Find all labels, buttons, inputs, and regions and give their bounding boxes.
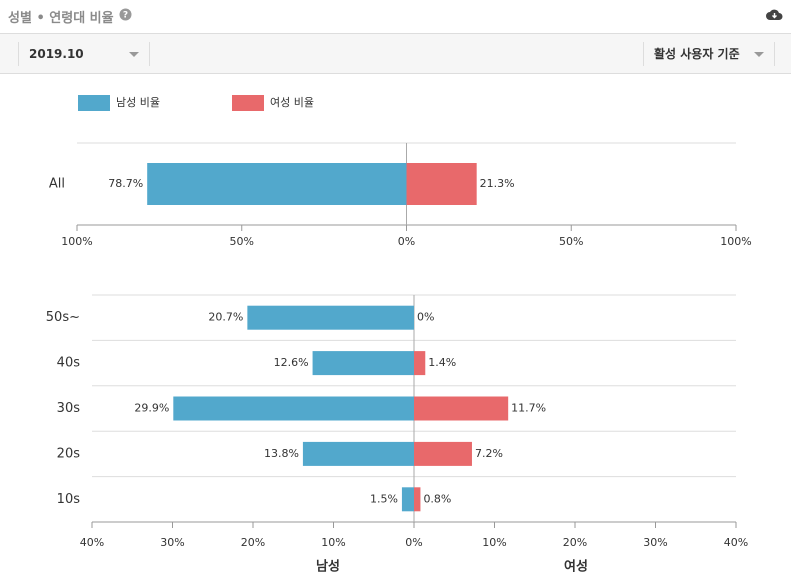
x-tick-label: 40% <box>724 536 748 549</box>
value-label: 12.6% <box>274 356 309 369</box>
title: 성별 • 연령대 비율 <box>8 11 114 26</box>
legend-label: 남성 비율 <box>116 96 160 109</box>
bar <box>247 305 414 330</box>
value-label: 21.3% <box>480 177 515 190</box>
value-label: 20.7% <box>208 311 243 324</box>
category-label: 10s <box>57 492 81 507</box>
x-axis-label: 여성 <box>564 559 588 575</box>
bar <box>406 163 477 205</box>
category-label: 50s~ <box>46 310 80 325</box>
bar <box>414 396 509 421</box>
category-label: 40s <box>57 356 81 371</box>
month: 2019.10 <box>29 47 84 61</box>
x-tick-label: 30% <box>160 536 184 549</box>
value-label: 1.5% <box>370 492 398 505</box>
x-tick-label: 50% <box>230 235 254 248</box>
x-tick-label: 10% <box>321 536 345 549</box>
download-icon[interactable] <box>766 8 783 21</box>
value-label: 1.4% <box>428 356 456 369</box>
header: 성별 • 연령대 비율 ? <box>0 0 791 34</box>
legend-label: 여성 비율 <box>270 96 314 109</box>
value-label: 0% <box>417 311 434 324</box>
legend-swatch <box>78 95 110 111</box>
legend-swatch <box>232 95 264 111</box>
x-tick-label: 100% <box>61 235 92 248</box>
basis-dropdown[interactable]: 활성 사용자 기준 <box>643 42 775 66</box>
bar <box>147 163 407 205</box>
basis: 활성 사용자 기준 <box>654 47 740 61</box>
category-label: 30s <box>57 401 81 416</box>
value-label: 29.9% <box>134 402 169 415</box>
bar <box>414 487 421 512</box>
x-tick-label: 50% <box>559 235 583 248</box>
bar <box>414 351 426 376</box>
bar <box>401 487 414 512</box>
x-tick-label: 20% <box>241 536 265 549</box>
value-label: 13.8% <box>264 447 299 460</box>
svg-text:?: ? <box>123 11 128 21</box>
x-tick-label: 100% <box>720 235 751 248</box>
x-tick-label: 40% <box>80 536 104 549</box>
x-axis-label: 남성 <box>316 559 340 575</box>
x-tick-label: 0% <box>405 536 422 549</box>
month-dropdown[interactable]: 2019.10 <box>18 42 150 66</box>
help-icon[interactable]: ? <box>119 8 132 21</box>
value-label: 7.2% <box>475 447 503 460</box>
x-tick-label: 0% <box>398 235 415 248</box>
bar <box>173 396 414 421</box>
bar <box>414 441 472 466</box>
filter-bar: 2019.10 활성 사용자 기준 <box>0 34 791 74</box>
category-label: 20s <box>57 446 81 461</box>
bar <box>302 441 414 466</box>
value-label: 78.7% <box>108 177 143 190</box>
value-label: 0.8% <box>423 492 451 505</box>
x-tick-label: 30% <box>643 536 667 549</box>
value-label: 11.7% <box>511 402 546 415</box>
bar <box>312 351 414 376</box>
category-label: All <box>49 177 65 192</box>
x-tick-label: 20% <box>563 536 587 549</box>
x-tick-label: 10% <box>482 536 506 549</box>
